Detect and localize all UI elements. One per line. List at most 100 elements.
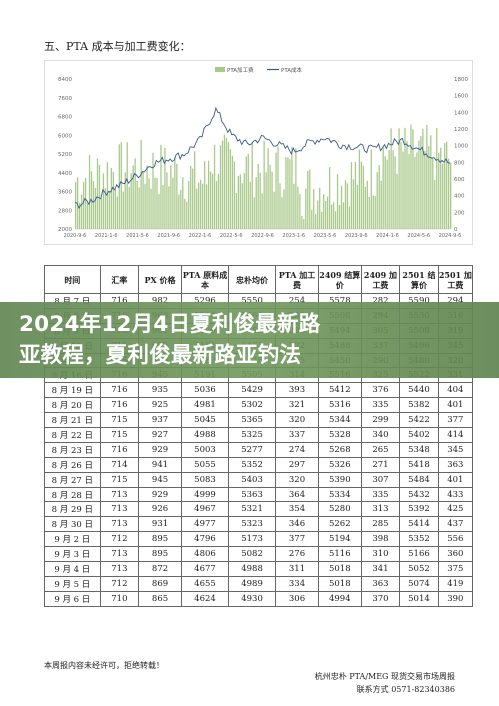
table-cell: 5083 bbox=[180, 471, 230, 488]
fee-bar bbox=[344, 180, 347, 229]
fee-bar bbox=[176, 163, 178, 229]
fee-bar bbox=[255, 177, 257, 229]
fee-bar bbox=[360, 161, 363, 229]
fee-bar bbox=[388, 149, 390, 229]
fee-bar bbox=[366, 180, 368, 229]
table-cell: 5194 bbox=[317, 531, 362, 548]
table-cell: 714 bbox=[99, 456, 140, 473]
table-cell: 5325 bbox=[228, 427, 277, 443]
fee-bar bbox=[235, 193, 238, 229]
table-cell: 4988 bbox=[228, 561, 277, 577]
fee-bar bbox=[305, 188, 307, 229]
fee-bar bbox=[124, 172, 126, 229]
fee-bar bbox=[289, 159, 291, 229]
fee-bar bbox=[225, 137, 228, 229]
fee-bar bbox=[354, 161, 357, 229]
fee-bar bbox=[196, 188, 198, 229]
fee-bar bbox=[164, 147, 166, 229]
y-left-tick-label: 6000 bbox=[58, 133, 72, 139]
fee-bar bbox=[273, 191, 275, 229]
y-left-tick-label: 3600 bbox=[58, 190, 72, 196]
y-left-tick-label: 2000 bbox=[58, 227, 72, 233]
x-tick-label: 2024-5-6 bbox=[407, 233, 430, 239]
fee-bar bbox=[301, 215, 303, 229]
table-cell: 4981 bbox=[180, 397, 230, 414]
fee-bar bbox=[418, 140, 420, 229]
fee-bar bbox=[392, 150, 394, 229]
fee-bar bbox=[88, 155, 91, 229]
fee-bar bbox=[98, 165, 101, 229]
footer-contact: 杭州忠朴 PTA/MEG 现货交易市场周报 联系方式 0571-82340386 bbox=[315, 670, 455, 696]
table-cell: 5082 bbox=[228, 546, 277, 563]
legend-label-fee: PTA加工费 bbox=[227, 66, 254, 74]
table-cell: 4989 bbox=[228, 575, 277, 592]
fee-bar bbox=[382, 147, 384, 229]
fee-bar bbox=[213, 144, 216, 229]
y-right-tick-label: 400 bbox=[454, 194, 465, 200]
fee-bar bbox=[134, 158, 136, 229]
fee-bar bbox=[227, 142, 230, 229]
fee-bar bbox=[362, 165, 364, 229]
fee-bar bbox=[265, 172, 267, 229]
table-cell: 285 bbox=[360, 516, 401, 533]
table-cell: 5344 bbox=[317, 412, 362, 429]
fee-bar bbox=[315, 214, 317, 229]
x-tick-label: 2021-1-6 bbox=[95, 233, 118, 239]
fee-bar bbox=[168, 186, 170, 229]
fee-bar bbox=[378, 165, 380, 229]
table-cell: 712 bbox=[99, 531, 140, 548]
fee-bar bbox=[410, 124, 412, 229]
table-cell: 869 bbox=[138, 575, 182, 592]
table-cell: 5484 bbox=[399, 471, 439, 488]
table-cell: 321 bbox=[275, 397, 319, 414]
table-cell: 274 bbox=[275, 441, 319, 458]
fee-bar bbox=[223, 134, 226, 229]
table-cell: 4806 bbox=[180, 546, 230, 563]
column-header: PTA 加工费 bbox=[275, 265, 319, 294]
table-row: 9 月 6 日 710 865 4624 4930 306 4994 370 5014 390 bbox=[44, 590, 474, 607]
fee-bar bbox=[108, 191, 111, 229]
fee-bar bbox=[148, 178, 150, 229]
fee-bar bbox=[114, 189, 116, 229]
fee-bar bbox=[92, 181, 95, 229]
table-cell: 4930 bbox=[228, 590, 277, 607]
fee-bar bbox=[160, 144, 162, 229]
table-cell: 931 bbox=[138, 516, 182, 533]
x-tick-label: 2020-9-6 bbox=[64, 233, 87, 239]
fee-bar bbox=[328, 167, 331, 229]
table-cell: 311 bbox=[275, 561, 319, 577]
table-row: 8 月 27 日 715 945 5083 5403 320 5390 307 5484 401 bbox=[44, 471, 474, 488]
y-right-tick-label: 1800 bbox=[454, 77, 468, 83]
table-cell: 5074 bbox=[399, 575, 439, 592]
table-cell: 271 bbox=[360, 456, 401, 473]
table-cell: 354 bbox=[275, 501, 319, 518]
table-cell: 5334 bbox=[317, 486, 362, 503]
table-cell: 872 bbox=[138, 561, 182, 577]
table-cell: 398 bbox=[360, 531, 401, 548]
table-cell: 8 月 30 日 bbox=[44, 516, 101, 533]
x-tick-label: 2021-5-6 bbox=[126, 233, 149, 239]
table-cell: 341 bbox=[360, 561, 401, 577]
table-cell: 926 bbox=[138, 501, 182, 518]
table-cell: 346 bbox=[275, 516, 319, 533]
y-left-tick-label: 7600 bbox=[58, 96, 72, 102]
fee-bar bbox=[400, 142, 402, 229]
fee-bar bbox=[243, 173, 245, 229]
fee-bar bbox=[380, 180, 382, 229]
column-header: 2409 加工费 bbox=[360, 265, 401, 294]
table-cell: 5326 bbox=[317, 456, 362, 473]
fee-bar bbox=[269, 164, 271, 229]
fee-bar bbox=[396, 173, 398, 229]
fee-bar bbox=[442, 163, 444, 229]
table-row: 9 月 4 日 713 872 4677 4988 311 5018 341 5052 375 bbox=[44, 561, 474, 577]
table-cell: 865 bbox=[138, 590, 182, 607]
fee-bar bbox=[279, 183, 281, 229]
fee-bar bbox=[384, 156, 386, 229]
table-row: 8 月 23 日 716 929 5003 5277 274 5268 265 5348 345 bbox=[44, 441, 474, 458]
fee-bar bbox=[346, 183, 349, 229]
table-cell: 713 bbox=[99, 501, 140, 518]
legend-label-cost: PTA成本 bbox=[281, 66, 303, 74]
fee-bar bbox=[426, 125, 428, 229]
fee-bar bbox=[263, 140, 265, 229]
table-cell: 419 bbox=[437, 575, 474, 592]
